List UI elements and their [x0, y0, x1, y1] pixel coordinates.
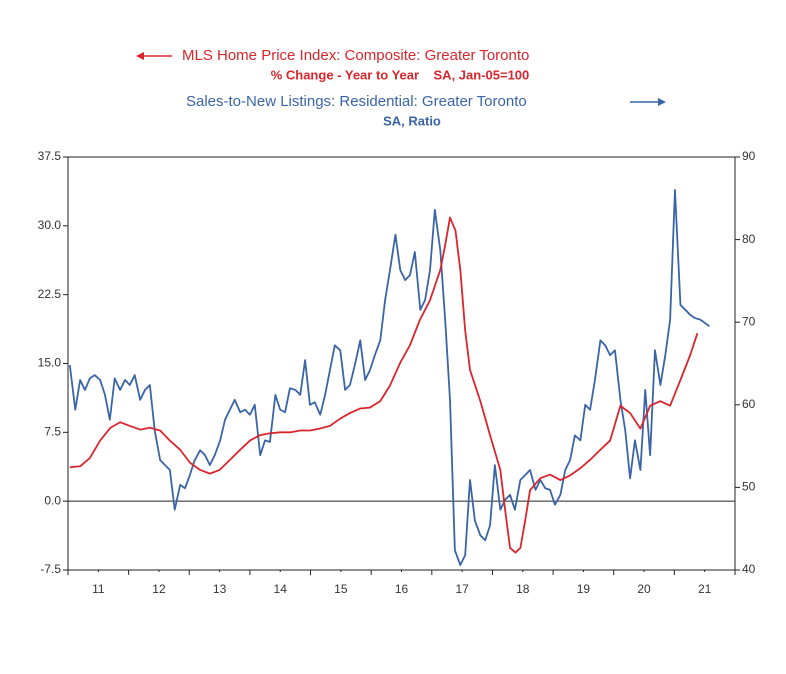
legend-sublabel: SA, Ratio	[383, 113, 441, 128]
y-tick-label: 7.5	[44, 425, 61, 439]
y2-tick-label: 40	[742, 562, 756, 576]
legend-label: Sales-to-New Listings: Residential: Grea…	[186, 93, 527, 110]
legend-label: MLS Home Price Index: Composite: Greater…	[182, 47, 529, 64]
x-tick-label: 11	[92, 582, 105, 596]
x-tick-label: 15	[334, 582, 348, 596]
x-tick-label: 16	[395, 582, 409, 596]
x-tick-label: 17	[455, 582, 469, 596]
series-line	[68, 189, 711, 566]
y-tick-label: 22.5	[38, 287, 62, 301]
x-tick-label: 13	[213, 582, 227, 596]
y-tick-label: 30.0	[38, 218, 62, 232]
y-tick-label: -7.5	[40, 562, 61, 576]
y-tick-label: 0.0	[44, 493, 61, 507]
y2-tick-label: 90	[742, 149, 756, 163]
x-tick-label: 19	[577, 582, 591, 596]
plot-frame	[67, 156, 736, 571]
y2-tick-label: 50	[742, 480, 756, 494]
legend: MLS Home Price Index: Composite: Greater…	[136, 47, 666, 128]
legend-arrow-head	[136, 52, 144, 60]
y2-tick-label: 70	[742, 314, 756, 328]
legend-sublabel: % Change - Year to Year SA, Jan-05=100	[271, 67, 530, 82]
x-tick-label: 18	[516, 582, 530, 596]
x-tick-label: 12	[152, 582, 166, 596]
x-tick-label: 14	[274, 582, 288, 596]
y-tick-label: 37.5	[38, 149, 62, 163]
x-tick-label: 21	[698, 582, 712, 596]
series-line	[69, 216, 699, 554]
y2-tick-label: 80	[742, 232, 756, 246]
legend-arrow-head	[658, 98, 666, 106]
y-tick-label: 15.0	[38, 356, 62, 370]
x-tick-label: 20	[637, 582, 651, 596]
y2-tick-label: 60	[742, 397, 756, 411]
